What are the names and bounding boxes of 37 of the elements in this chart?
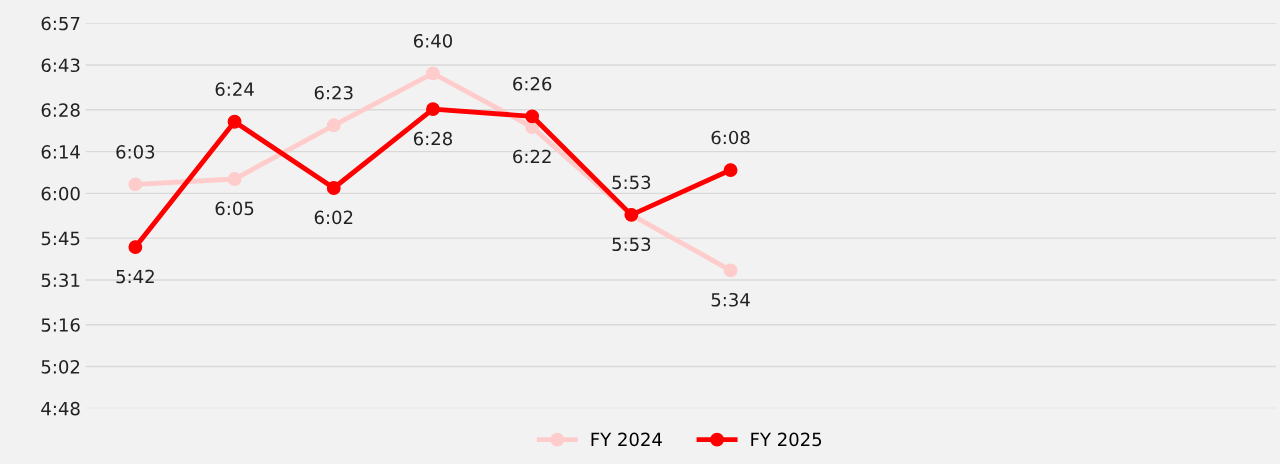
y-tick-label: 4:48 [41, 401, 80, 416]
point [128, 177, 143, 192]
data-label: 6:02 [314, 210, 353, 225]
point [723, 163, 738, 178]
data-label: 6:08 [711, 130, 750, 145]
data-label: 6:05 [215, 201, 254, 216]
data-label: 6:28 [413, 131, 452, 146]
legend-label: FY 2025 [751, 432, 822, 447]
data-label: 6:23 [314, 85, 353, 100]
data-label: 6:22 [513, 149, 551, 164]
data-label: 6:26 [513, 76, 552, 91]
point [426, 66, 440, 81]
point [723, 263, 738, 278]
data-label: 5:34 [711, 292, 750, 307]
point [128, 240, 143, 255]
data-label: 5:53 [612, 237, 651, 252]
point [227, 114, 242, 129]
y-tick-label: 6:28 [41, 103, 80, 117]
y-tick-label: 5:16 [41, 318, 80, 332]
data-label: 6:24 [215, 82, 254, 96]
y-tick-label: 6:43 [41, 58, 80, 73]
point [326, 118, 341, 133]
y-tick-label: 5:02 [41, 359, 80, 374]
data-label: 6:40 [413, 33, 453, 48]
data-label: 6:03 [116, 145, 155, 159]
y-tick-label: 6:14 [41, 145, 80, 159]
y-tick-label: 6:00 [41, 186, 80, 201]
point [426, 102, 440, 117]
y-tick-label: 5:45 [41, 231, 80, 246]
data-label: 5:42 [116, 269, 154, 284]
legend-label: FY 2024 [591, 432, 662, 447]
y-tick-label: 6:57 [41, 16, 80, 31]
point [525, 109, 540, 124]
point [227, 172, 242, 186]
y-tick-label: 5:31 [41, 273, 80, 288]
data-label: 5:53 [612, 175, 651, 190]
point [326, 181, 341, 195]
